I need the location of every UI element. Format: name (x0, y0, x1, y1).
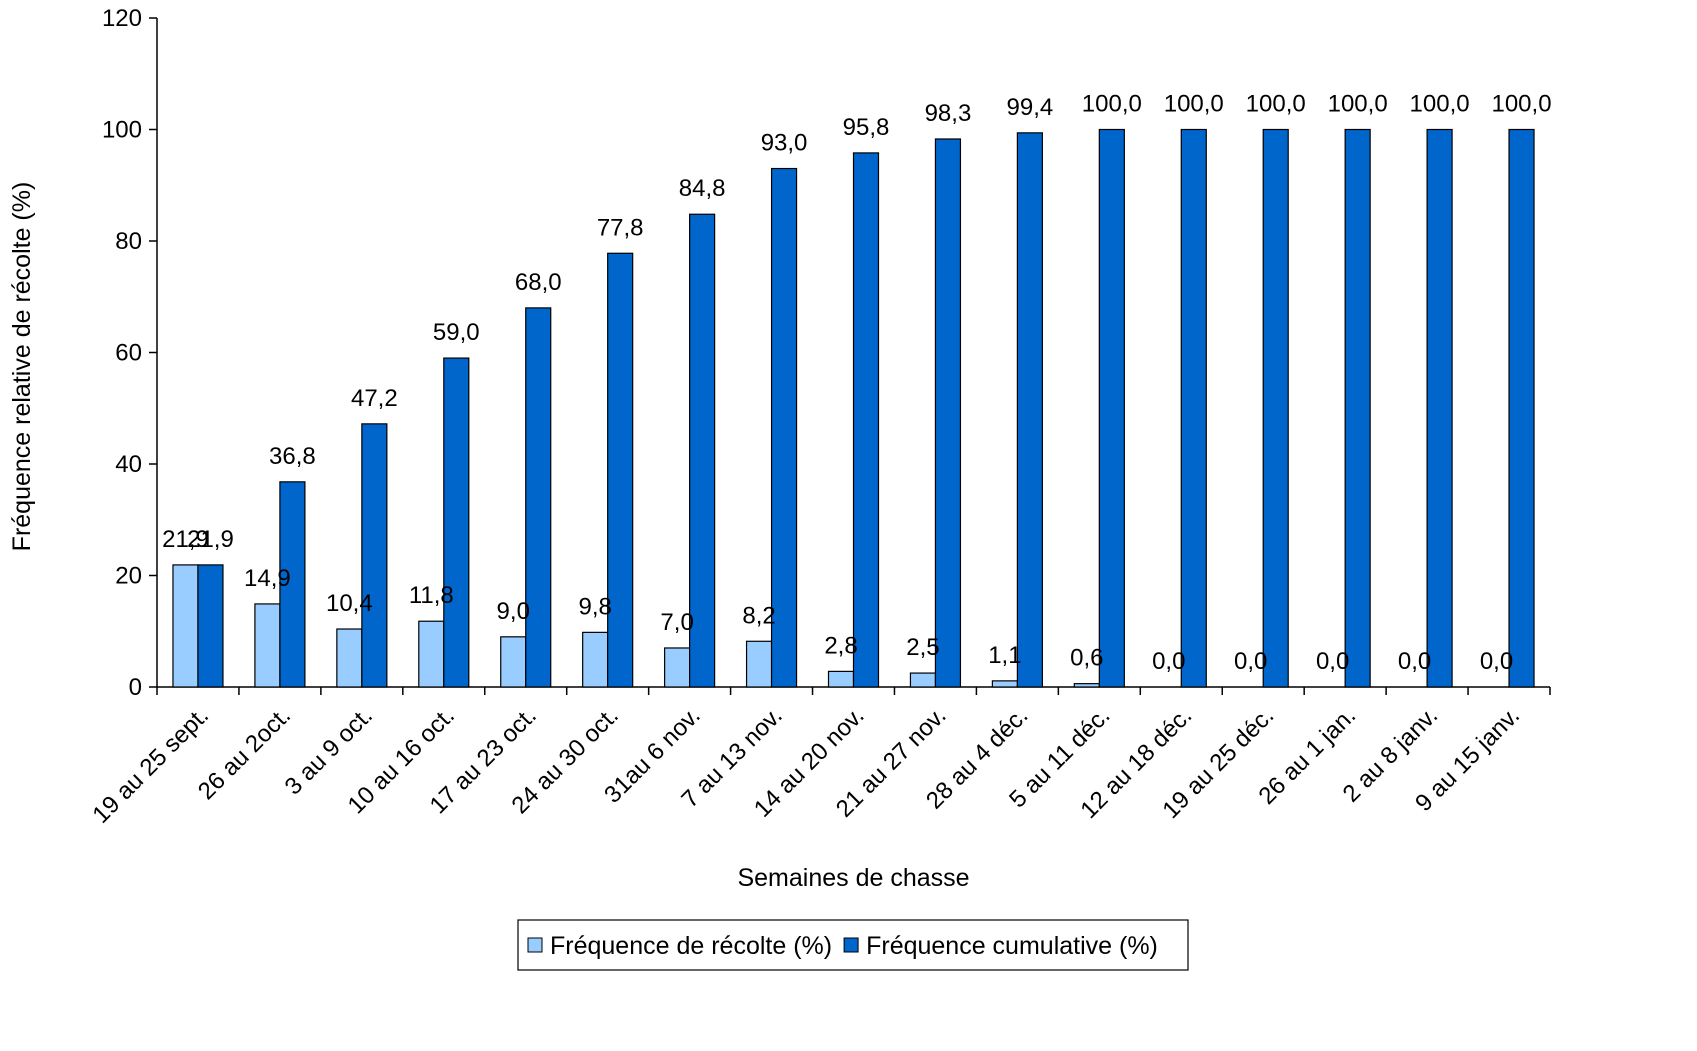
data-label: 7,0 (660, 609, 693, 636)
bar-frequence-recolte (582, 631, 609, 688)
bar-frequence-cumulative (443, 357, 470, 688)
bar-frequence-cumulative (1426, 128, 1453, 688)
data-label: 0,6 (1070, 645, 1103, 672)
bar-frequence-recolte (745, 640, 773, 688)
bar-frequence-recolte (172, 564, 199, 688)
bar-frequence-recolte (500, 636, 527, 688)
bar-frequence-cumulative (1016, 132, 1043, 688)
data-label: 100,0 (1328, 91, 1388, 118)
data-labels: 21,9 14,9 10,4 11,8 9,0 9,8 7,0 8,2 2,8 2,5 1,1 0,6… (162, 91, 1551, 676)
legend-swatch-frequence-recolte (527, 937, 543, 953)
data-label: 99,4 (1007, 94, 1054, 121)
bar-frequence-cumulative (361, 423, 388, 688)
data-label: 2,8 (824, 632, 857, 659)
data-label: 59,0 (433, 319, 480, 346)
bar-frequence-cumulative (770, 167, 798, 688)
y-tick-label: 40 (115, 451, 142, 478)
y-tick-label: 100 (102, 117, 142, 144)
data-label: 100,0 (1491, 91, 1551, 118)
bar-frequence-cumulative (852, 152, 880, 688)
data-label: 68,0 (515, 269, 562, 296)
bar-frequence-cumulative (525, 307, 552, 688)
data-label: 98,3 (925, 100, 972, 127)
data-label: 36,8 (269, 443, 316, 470)
bar-frequence-cumulative (689, 213, 716, 688)
data-label: 10,4 (326, 590, 373, 617)
data-label: 9,8 (578, 593, 611, 620)
legend-label-frequence-cumulative: Fréquence cumulative (%) (866, 932, 1158, 960)
bar-frequence-cumulative (1508, 128, 1535, 688)
data-label: 1,1 (988, 642, 1021, 669)
data-label: 100,0 (1164, 91, 1224, 118)
data-label: 2,5 (906, 634, 939, 661)
bar-frequence-cumulative (197, 564, 224, 688)
bar-frequence-recolte (827, 670, 855, 688)
y-tick-label: 20 (115, 563, 142, 590)
data-label: 84,8 (679, 175, 726, 202)
data-label: 14,9 (244, 565, 291, 592)
x-axis-title: Semaines de chasse (737, 864, 969, 892)
bar-frequence-recolte (418, 620, 445, 688)
bar-frequence-recolte (991, 680, 1018, 688)
bar-frequence-recolte (254, 603, 281, 688)
data-label: 21,9 (187, 526, 234, 553)
data-label: 0,0 (1152, 648, 1185, 675)
bar-frequence-cumulative (279, 481, 306, 688)
data-label: 9,0 (497, 598, 530, 625)
data-label: 0,0 (1234, 648, 1267, 675)
data-label: 0,0 (1316, 648, 1349, 675)
data-label: 11,8 (409, 582, 454, 609)
bar-frequence-recolte (909, 672, 937, 688)
data-label: 21,9 (162, 526, 209, 553)
data-label: 77,8 (597, 214, 644, 241)
bar-frequence-cumulative (1344, 128, 1371, 688)
bar-frequence-recolte (664, 647, 691, 688)
data-label: 0,0 (1480, 648, 1513, 675)
x-tick-label: 19 au 25 sept. (87, 702, 214, 829)
bar-frequence-recolte (336, 628, 363, 688)
data-label: 47,2 (351, 385, 398, 412)
bar-frequence-cumulative (934, 138, 962, 688)
y-axis-title: Fréquence relative de récolte (%) (8, 182, 36, 552)
y-tick-label: 120 (102, 5, 142, 32)
data-label: 8,2 (742, 602, 775, 629)
bar-frequence-cumulative (607, 252, 634, 688)
bar-frequence-cumulative (1262, 128, 1289, 688)
data-label: 95,8 (843, 114, 890, 141)
data-label: 100,0 (1246, 91, 1306, 118)
bars (172, 128, 1535, 688)
y-tick-label: 80 (115, 228, 142, 255)
data-label: 0,0 (1398, 648, 1431, 675)
data-label: 93,0 (761, 130, 808, 157)
data-label: 100,0 (1082, 91, 1142, 118)
legend-swatch-frequence-cumulative (843, 937, 859, 953)
bar-frequence-cumulative (1098, 128, 1125, 688)
data-label: 100,0 (1410, 91, 1470, 118)
y-tick-label: 0 (129, 674, 142, 701)
y-tick-label: 60 (115, 340, 142, 367)
bar-frequence-cumulative (1180, 128, 1207, 688)
legend: Fréquence de récolte (%) Fréquence cumula… (517, 919, 1189, 971)
bar-frequence-recolte (1073, 683, 1100, 688)
legend-label-frequence-recolte: Fréquence de récolte (%) (550, 932, 832, 960)
